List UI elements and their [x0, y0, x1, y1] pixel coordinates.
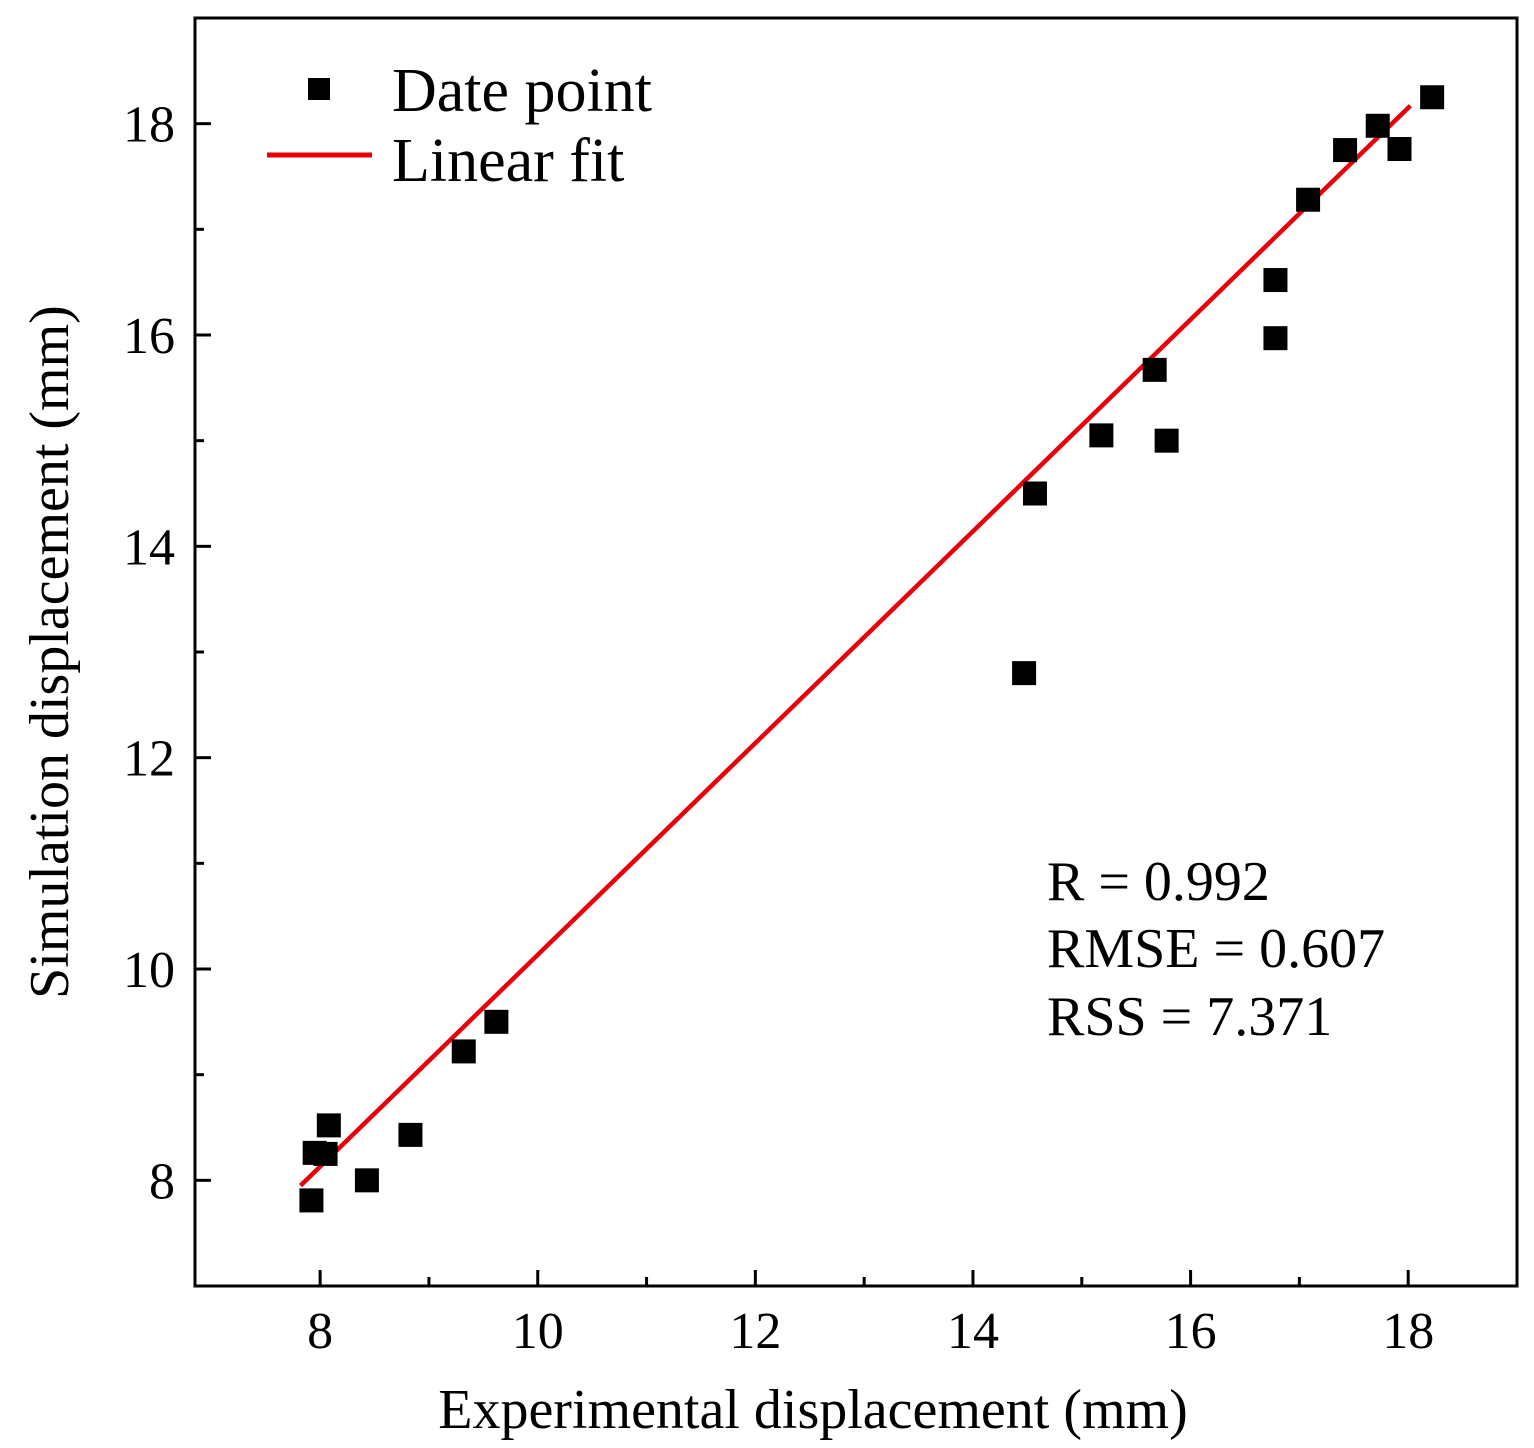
y-axis-label: Simulation displacement (mm): [19, 305, 81, 999]
x-tick-label: 12: [729, 1303, 781, 1360]
stat-rmse: RMSE = 0.607: [1047, 918, 1385, 980]
legend-label-fit: Linear fit: [392, 127, 624, 195]
data-point: [313, 1141, 338, 1166]
data-point: [354, 1168, 379, 1193]
stats-annotation: R = 0.992 RMSE = 0.607 RSS = 7.371: [1047, 851, 1385, 1048]
data-point: [1089, 423, 1114, 448]
y-tick-label: 18: [123, 97, 175, 154]
y-tick-labels: 8 10 12 14 16 18: [123, 97, 175, 1211]
x-tick-label: 10: [512, 1303, 564, 1360]
data-point: [1012, 661, 1037, 686]
data-point: [484, 1009, 509, 1034]
stat-r: R = 0.992: [1047, 851, 1270, 913]
data-point: [1387, 137, 1412, 162]
fit-line-layer: [298, 104, 1412, 1188]
axis-ticks: [195, 122, 1410, 1286]
y-tick-label: 14: [123, 519, 175, 576]
data-point: [398, 1122, 423, 1147]
legend-label-points: Date point: [392, 57, 652, 125]
y-tick-label: 12: [123, 731, 175, 788]
data-point: [1142, 357, 1167, 382]
y-tick-label: 8: [149, 1153, 175, 1210]
x-tick-labels: 8 10 12 14 16 18: [307, 1303, 1434, 1360]
data-point: [1420, 85, 1445, 110]
y-tick-label: 10: [123, 942, 175, 999]
y-tick-label: 16: [123, 308, 175, 365]
x-tick-label: 8: [307, 1303, 333, 1360]
data-point: [1333, 138, 1358, 163]
legend-marker-square: [308, 78, 330, 100]
data-points-layer: [299, 85, 1445, 1213]
data-point: [1154, 428, 1179, 453]
data-point: [1296, 187, 1321, 212]
x-tick-label: 16: [1165, 1303, 1217, 1360]
data-point: [316, 1113, 341, 1138]
data-point: [1263, 268, 1288, 293]
data-point: [1022, 481, 1047, 506]
data-point: [1263, 326, 1288, 351]
linear-fit-line: [298, 104, 1412, 1188]
data-point: [299, 1188, 324, 1213]
data-point: [1365, 113, 1390, 138]
stat-rss: RSS = 7.371: [1047, 986, 1332, 1048]
x-tick-label: 14: [947, 1303, 999, 1360]
x-tick-label: 18: [1382, 1303, 1434, 1360]
x-axis-label: Experimental displacement (mm): [438, 1379, 1188, 1441]
data-point: [451, 1039, 476, 1064]
legend: Date point Linear fit: [267, 57, 652, 195]
